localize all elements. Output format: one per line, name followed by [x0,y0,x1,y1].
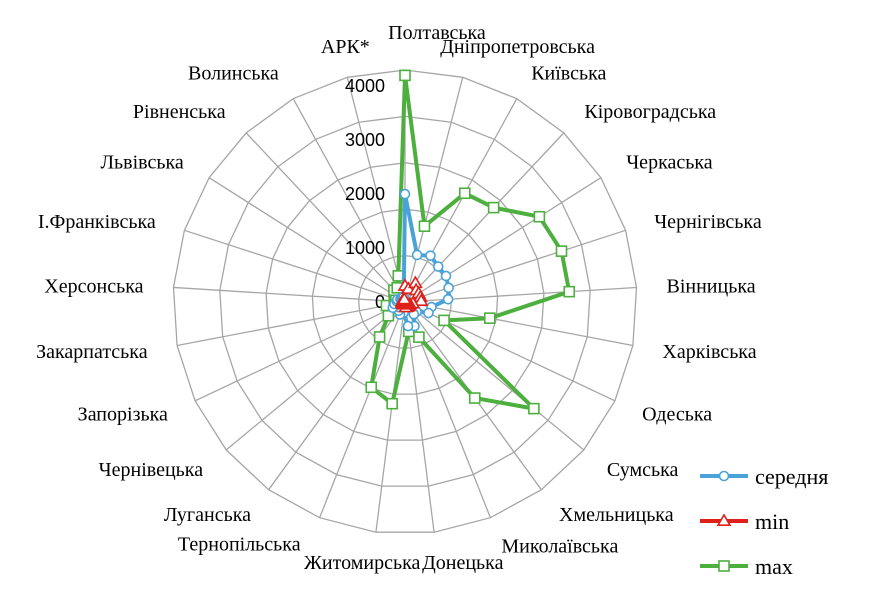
grid-spoke [173,286,406,303]
category-label: Дніпропетровська [440,36,595,58]
category-label: Полтавська [388,22,486,44]
legend: середня min max [700,464,828,579]
data-point [425,250,436,261]
data-point [528,402,540,415]
grid-spoke [404,98,518,303]
legend-label: середня [755,464,828,489]
legend-marker [716,513,732,527]
category-label: Рівненська [133,101,226,123]
legend-item: min [700,509,789,534]
grid-spoke [318,301,406,518]
data-point [399,188,411,200]
grid-spoke [208,177,406,303]
data-point [373,331,386,343]
grid-spoke [176,301,406,347]
tick-label: 0 [375,292,385,312]
data-point [423,307,434,319]
data-point [443,282,454,294]
category-label: Львівська [100,152,183,174]
category-label: Херсонська [44,276,143,298]
category-label: Харківська [662,341,756,363]
data-point [418,220,431,233]
data-point [392,270,405,282]
data-point [468,392,481,404]
category-label: Одеська [642,404,712,426]
grid-spoke [404,77,464,303]
grid-spoke [245,132,406,303]
radial-axis: 0 1000 2000 3000 4000 [345,76,385,312]
category-label: Чернігівська [654,211,762,233]
category-label: Чернівецька [99,459,204,481]
data-point [432,261,444,272]
category-label: Вінницька [667,276,756,298]
grid-spoke [225,301,406,451]
category-label: Сумська [607,459,679,481]
tick-label: 2000 [345,184,385,204]
category-label: Черкаська [626,152,713,174]
grid-ring [219,115,591,487]
grid-spoke [404,132,565,303]
category-label: Миколаївська [501,536,618,558]
category-label: Закарпатська [36,341,148,363]
data-point [413,331,425,343]
category-label: Тернопільська [178,534,301,556]
category-label: Луганська [164,504,251,526]
data-point [533,210,546,223]
category-label: АРК* [321,36,370,58]
tick-label: 3000 [345,130,385,150]
data-point [442,293,454,305]
data-point [555,245,568,257]
legend-label: max [755,554,793,579]
grid-spoke [404,301,634,347]
grid-ring [172,69,638,533]
series-layer [365,69,576,415]
data-point [487,201,500,214]
grid-spoke [184,229,406,303]
grid-spoke [404,229,626,303]
series-min [394,275,429,313]
grid-ring [265,162,545,441]
data-point [563,285,576,298]
legend-item: max [700,554,793,579]
grid-spoke [404,286,637,303]
data-point [458,187,471,200]
grid-ring [311,208,499,395]
grid-spoke [375,301,406,533]
data-point [402,320,414,332]
data-point [396,291,412,305]
category-label: Хмельницька [559,504,674,526]
category-label: Волинська [188,62,279,84]
data-point [411,249,423,261]
category-label: Кіровоградська [584,101,716,123]
category-label: Київська [531,62,606,84]
category-label: Запорізька [78,404,168,426]
data-point [440,270,452,282]
grid-spoke [292,98,406,303]
data-point [365,381,378,394]
data-point [413,293,429,306]
legend-marker [718,560,730,572]
grid-spoke [404,177,602,303]
tick-label: 1000 [345,238,385,258]
legend-item: середня [700,464,828,489]
grid-spoke [194,301,406,402]
category-label: Житомирська [304,552,420,574]
series-line [369,73,572,411]
category-label: І.Франківська [38,211,156,233]
tick-label: 4000 [345,76,385,96]
grid-spoke [404,301,585,451]
grid-spoke [346,77,406,303]
legend-label: min [755,509,789,534]
legend-marker [718,470,730,482]
data-point [438,314,450,327]
data-point [483,312,496,324]
grid-spoke [404,301,435,533]
data-point [399,69,411,82]
category-label: Донецька [422,552,503,574]
data-point [386,397,398,410]
